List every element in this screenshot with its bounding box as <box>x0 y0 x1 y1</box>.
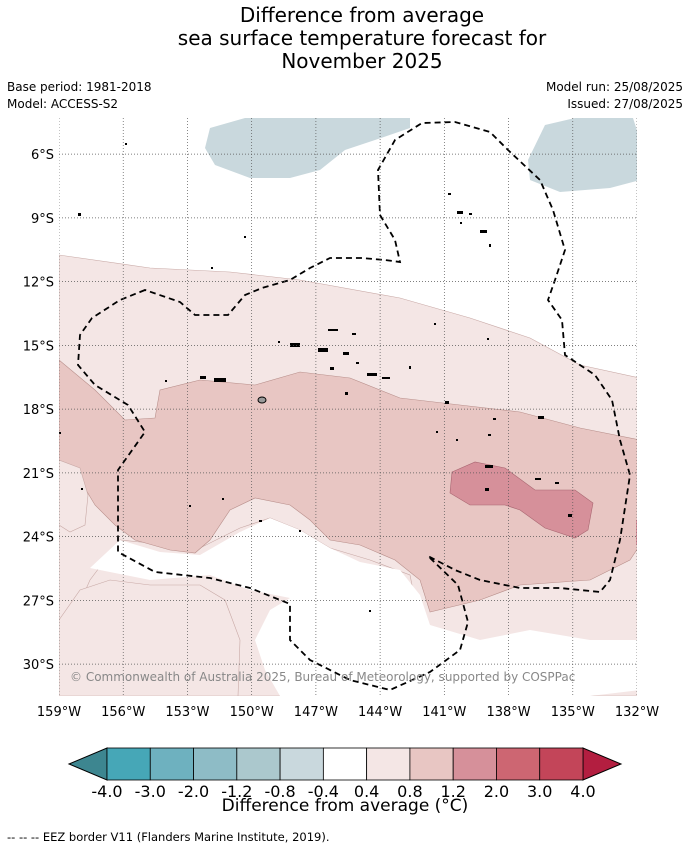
lon-tick-label: 147°W <box>294 705 338 720</box>
colorbar-swatch <box>539 747 584 781</box>
island-markers <box>59 143 572 612</box>
anomaly-region-cool-north-west <box>205 118 410 178</box>
lat-tick-label: 24°S <box>23 531 54 546</box>
colorbar-tick-label: 0.8 <box>397 782 422 801</box>
colorbar-swatch <box>409 747 454 781</box>
longitude-tick-labels: 159°W 156°W 153°W 150°W 147°W 144°W 141°W 138°W… <box>37 705 659 720</box>
colorbar-tick-label: -3.0 <box>135 782 166 801</box>
lon-tick-label: 150°W <box>230 705 274 720</box>
colorbar-swatch <box>193 747 238 781</box>
base-period: Base period: 1981-2018 <box>7 80 152 94</box>
colorbar-tick-label: -0.4 <box>308 782 339 801</box>
colorbar-under-arrow <box>67 747 108 781</box>
anomaly-region-warm-0-4-southwest <box>59 579 241 696</box>
colorbar-over-arrow <box>582 747 623 781</box>
lat-tick-label: 15°S <box>23 339 54 354</box>
graticule <box>59 118 637 696</box>
anomaly-region-warm-1-2 <box>449 461 594 539</box>
lon-tick-label: 132°W <box>615 705 659 720</box>
model-name: Model: ACCESS-S2 <box>7 97 119 111</box>
meta-left: Base period: 1981-2018 Model: ACCESS-S2 <box>7 79 152 113</box>
lon-tick-label: 141°W <box>422 705 466 720</box>
anomaly-region-cool-north-east <box>528 118 637 192</box>
colorbar-tick-label: -4.0 <box>91 782 122 801</box>
lon-tick-label: 159°W <box>37 705 81 720</box>
neutral-gap-south <box>90 518 637 696</box>
island-large <box>257 396 267 404</box>
colorbar-tick-label: 3.0 <box>527 782 552 801</box>
lat-tick-label: 9°S <box>31 212 54 227</box>
eez-footnote: -- -- -- EEZ border V11 (Flanders Marine… <box>7 830 330 844</box>
colorbar-tick-label: -0.8 <box>264 782 295 801</box>
lon-tick-label: 138°W <box>486 705 530 720</box>
anomaly-region-warm-west-edge <box>59 459 89 533</box>
lon-tick-label: 153°W <box>165 705 209 720</box>
colorbar-tick-label: 1.2 <box>440 782 465 801</box>
lat-tick-label: 30°S <box>23 658 54 673</box>
model-run: Model run: 25/08/2025 <box>545 80 683 94</box>
lat-tick-label: 21°S <box>23 467 54 482</box>
anomaly-region-edge-sliver <box>636 520 637 545</box>
colorbar-label: Difference from average (°C) <box>222 796 469 816</box>
issued-date: Issued: 27/08/2025 <box>567 97 683 111</box>
colorbar-swatch <box>279 747 324 781</box>
colorbar-tick-label: -2.0 <box>178 782 209 801</box>
chart-title: Difference from average sea surface temp… <box>0 4 690 73</box>
lat-tick-label: 12°S <box>23 276 54 291</box>
colorbar-swatch <box>236 747 281 781</box>
copyright-notice: © Commonwealth of Australia 2025, Bureau… <box>70 670 575 684</box>
colorbar-tick-label: 0.4 <box>354 782 379 801</box>
colorbar-swatch <box>452 747 497 781</box>
latitude-tick-labels: 6°S 9°S 12°S 15°S 18°S 21°S 24°S 27°S 30°S <box>23 148 54 673</box>
colorbar-swatch <box>366 747 411 781</box>
colorbar-swatch <box>322 747 368 781</box>
lat-tick-label: 6°S <box>31 148 54 163</box>
meta-right: Model run: 25/08/2025 Issued: 27/08/2025 <box>546 79 683 113</box>
title-line-2: sea surface temperature forecast for <box>177 26 547 50</box>
colorbar-tick-label: -1.2 <box>221 782 252 801</box>
lon-tick-label: 135°W <box>551 705 595 720</box>
lat-tick-label: 18°S <box>23 403 54 418</box>
colorbar-swatch <box>106 747 151 781</box>
colorbar-swatch <box>149 747 194 781</box>
lon-tick-label: 156°W <box>101 705 145 720</box>
title-line-1: Difference from average <box>239 3 485 27</box>
map-panel: © Commonwealth of Australia 2025, Bureau… <box>59 118 637 696</box>
colorbar-swatch <box>496 747 541 781</box>
colorbar: -4.0 -3.0 -2.0 -1.2 -0.8 -0.4 0.4 0.8 1.2 2.0 3.0 4… <box>67 747 623 801</box>
anomaly-region-warm-0-8 <box>59 359 637 613</box>
lon-tick-label: 144°W <box>358 705 402 720</box>
title-line-3: November 2025 <box>281 49 443 73</box>
colorbar-tick-label: 4.0 <box>570 782 595 801</box>
lat-tick-label: 27°S <box>23 594 54 609</box>
colorbar-tick-label: 2.0 <box>484 782 509 801</box>
